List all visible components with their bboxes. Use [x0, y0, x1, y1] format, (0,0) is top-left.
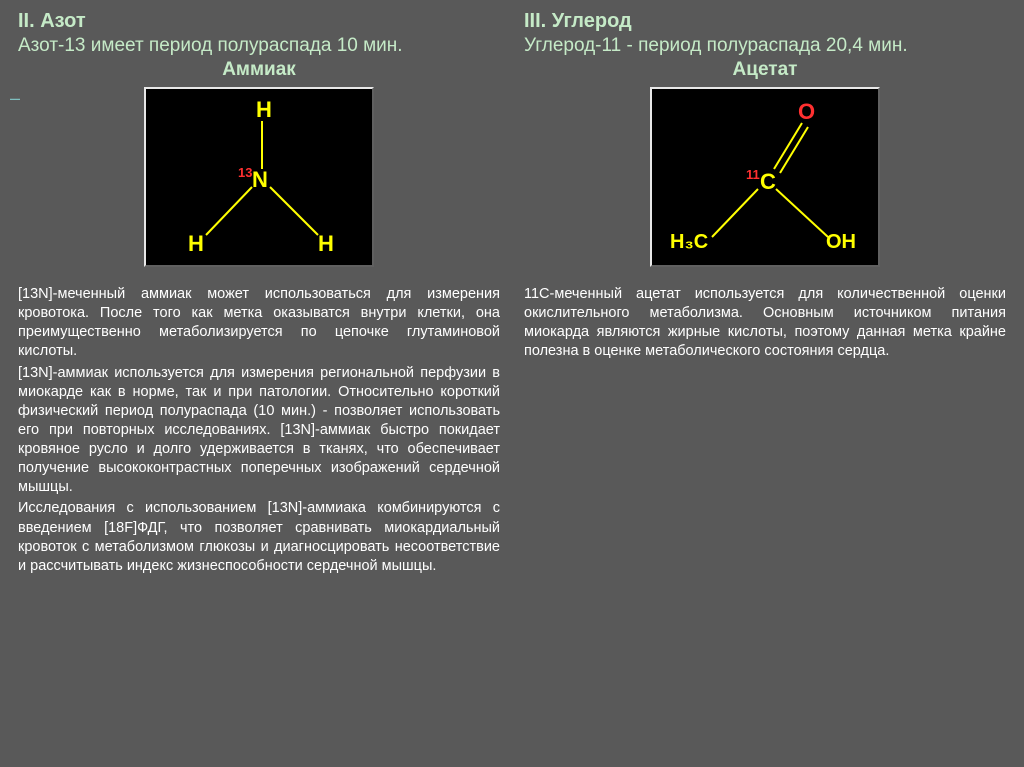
nitrogen-atom-label: N: [252, 167, 268, 193]
hydroxyl-label: OH: [826, 231, 856, 254]
left-body-text: [13N]-меченный аммиак может использовать…: [18, 285, 500, 576]
left-subtitle: Азот-13 имеет период полураспада 10 мин.: [18, 35, 500, 57]
methyl-label: H₃C: [670, 231, 708, 254]
isotope-11-label: 11: [746, 167, 760, 182]
right-para-1: 11C-меченный ацетат используется для кол…: [524, 285, 1006, 362]
isotope-13-label: 13: [238, 165, 252, 180]
right-section-title: III. Углерод: [524, 10, 1006, 33]
hydrogen-atom-right: H: [318, 231, 334, 257]
left-para-2: [13N]-аммиак используется для измерения …: [18, 364, 500, 498]
hydrogen-atom-top: H: [256, 97, 272, 123]
left-section-title: II. Азот: [18, 10, 500, 33]
oxygen-atom-label: O: [798, 99, 815, 125]
left-para-1: [13N]-меченный аммиак может использовать…: [18, 285, 500, 362]
left-compound-name: Аммиак: [18, 59, 500, 81]
left-column: II. Азот Азот-13 имеет период полураспад…: [0, 0, 512, 767]
left-para-3: Исследования с использованием [13N]-амми…: [18, 499, 500, 576]
right-compound-name: Ацетат: [524, 59, 1006, 81]
ammonia-diagram: 13 N H H H: [144, 87, 374, 267]
right-column: III. Углерод Углерод-11 - период полурас…: [512, 0, 1024, 767]
right-body-text: 11C-меченный ацетат используется для кол…: [524, 285, 1006, 362]
dash-mark: –: [10, 88, 20, 109]
hydrogen-atom-left: H: [188, 231, 204, 257]
carbon-atom-label: C: [760, 169, 776, 195]
right-subtitle: Углерод-11 - период полураспада 20,4 мин…: [524, 35, 1006, 57]
acetate-diagram: 11 C O OH H₃C: [650, 87, 880, 267]
